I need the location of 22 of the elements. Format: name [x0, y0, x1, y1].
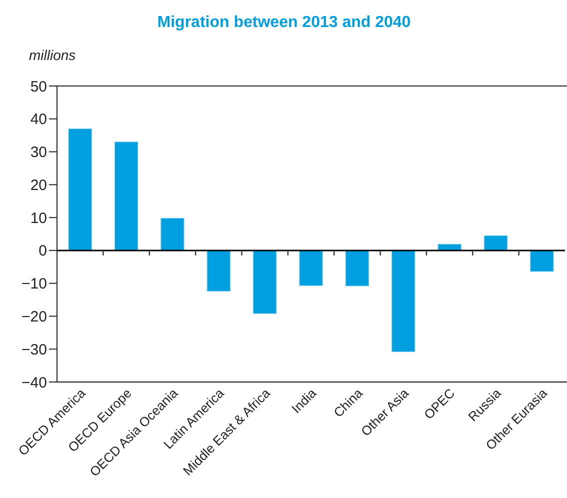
bar	[114, 142, 138, 251]
y-tick-label: 50	[30, 78, 47, 96]
y-tick-label: −20	[22, 308, 47, 326]
y-tick-label: 0	[38, 242, 47, 260]
bar	[345, 250, 370, 286]
bar	[299, 250, 323, 286]
bar	[252, 250, 277, 314]
y-tick-label: 20	[30, 176, 47, 194]
bar	[530, 250, 554, 272]
bar	[206, 250, 230, 292]
y-tick-label: 10	[30, 210, 47, 227]
bar	[68, 128, 92, 251]
y-axis-title: millions	[29, 47, 76, 63]
y-tick-label: −40	[22, 374, 47, 392]
y-tick-label: −10	[22, 276, 47, 293]
y-tick-label: −30	[22, 341, 47, 358]
chart-title: Migration between 2013 and 2040	[157, 14, 411, 31]
y-tick-label: 40	[30, 111, 47, 128]
bar	[484, 235, 508, 251]
bar	[160, 218, 184, 251]
y-tick-label: 30	[30, 144, 47, 162]
bar	[392, 250, 416, 352]
